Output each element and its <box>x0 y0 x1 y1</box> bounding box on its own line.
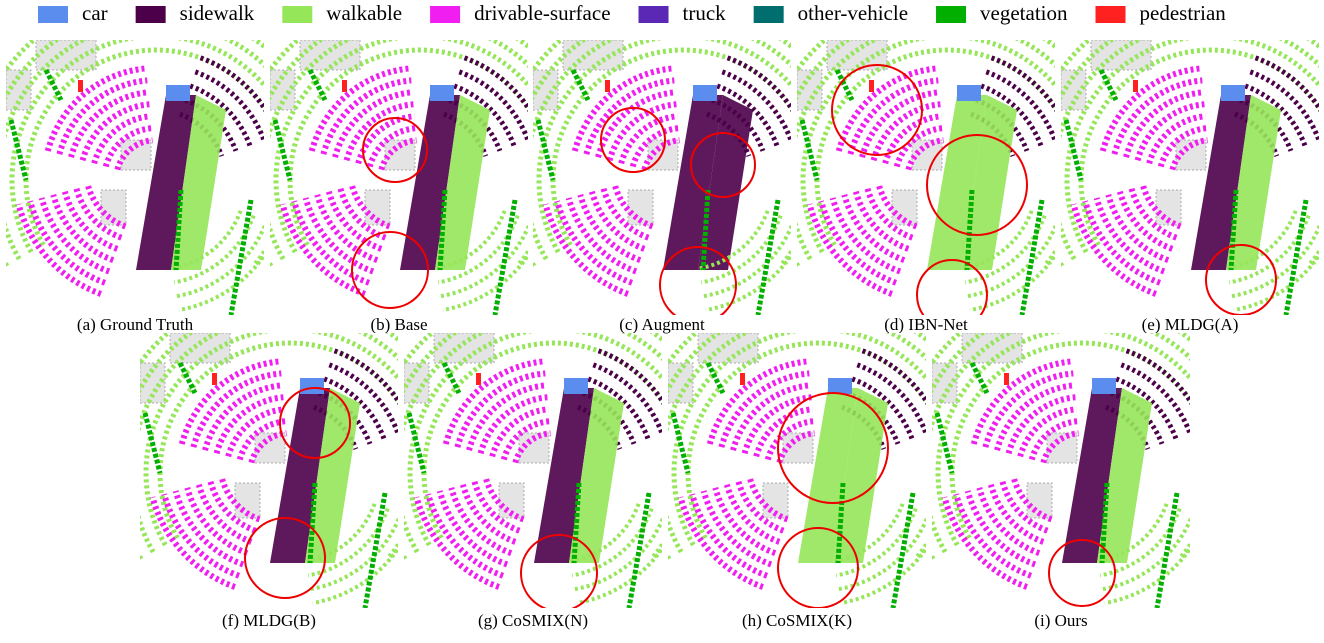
caption: (e) MLDG(A) <box>1142 315 1239 334</box>
legend-label: vegetation <box>980 1 1068 25</box>
car <box>693 85 717 101</box>
caption: (h) CoSMIX(K) <box>742 611 852 630</box>
pedestrian <box>476 373 481 385</box>
car <box>166 85 190 101</box>
legend-label: pedestrian <box>1140 1 1227 25</box>
legend-swatch <box>430 6 460 23</box>
car <box>828 378 852 394</box>
legend-label: other-vehicle <box>798 1 908 25</box>
car <box>300 378 324 394</box>
pedestrian <box>78 80 83 92</box>
legend-swatch <box>38 6 68 23</box>
caption: (b) Base <box>370 315 427 334</box>
panels: (a) Ground Truth (b) Base (c) Augment (d) I… <box>0 0 1324 630</box>
car <box>1221 85 1245 101</box>
caption: (d) IBN-Net <box>884 315 968 334</box>
car <box>957 85 981 101</box>
legend-label: car <box>82 1 108 25</box>
panel-image <box>896 287 1268 608</box>
legend-label: truck <box>683 1 727 25</box>
legend-label: drivable-surface <box>474 1 610 25</box>
legend: car sidewalk walkable drivable-surface truck… <box>38 1 1226 25</box>
legend-swatch <box>282 6 312 23</box>
caption: (i) Ours <box>1034 611 1087 630</box>
figure: car sidewalk walkable drivable-surface truck… <box>0 0 1324 638</box>
pedestrian <box>1004 373 1009 385</box>
legend-swatch <box>936 6 966 23</box>
caption: (a) Ground Truth <box>77 315 194 334</box>
car <box>564 378 588 394</box>
legend-swatch <box>1096 6 1126 23</box>
car <box>430 85 454 101</box>
pedestrian <box>212 373 217 385</box>
legend-label: sidewalk <box>180 1 255 25</box>
caption: (f) MLDG(B) <box>222 611 316 630</box>
car <box>1092 378 1116 394</box>
caption: (c) Augment <box>619 315 705 334</box>
pedestrian <box>740 373 745 385</box>
pedestrian <box>342 80 347 92</box>
legend-label: walkable <box>326 1 402 25</box>
legend-swatch <box>639 6 669 23</box>
caption: (g) CoSMIX(N) <box>478 611 588 630</box>
panel-image <box>1025 0 1324 315</box>
pedestrian <box>1133 80 1138 92</box>
pedestrian <box>605 80 610 92</box>
pedestrian <box>869 80 874 92</box>
legend-swatch <box>754 6 784 23</box>
legend-swatch <box>136 6 166 23</box>
